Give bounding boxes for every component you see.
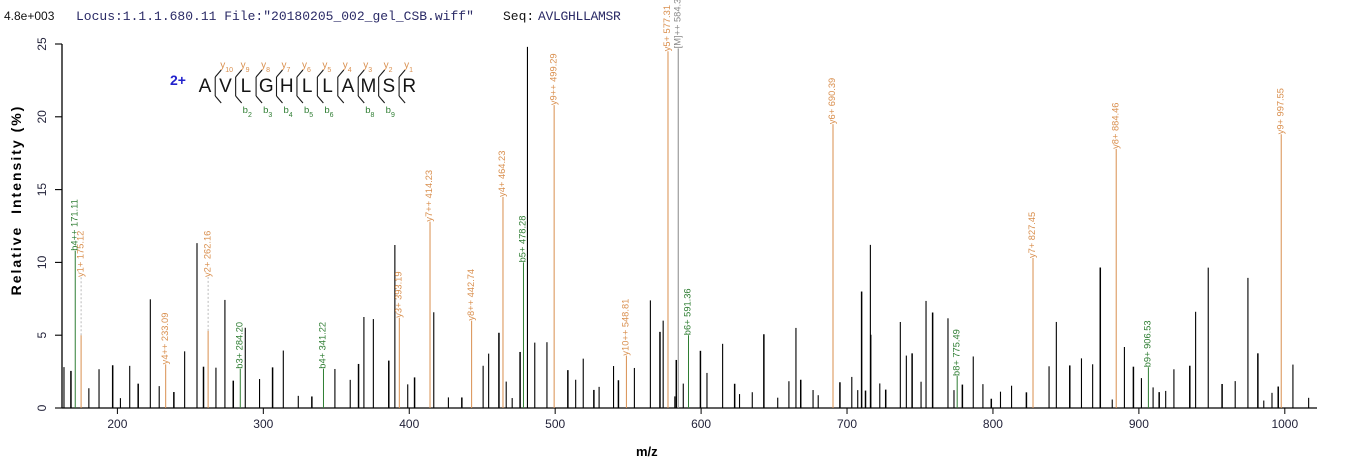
svg-text:10: 10 bbox=[35, 255, 49, 269]
svg-text:800: 800 bbox=[983, 417, 1003, 431]
svg-text:y7++ 414.23: y7++ 414.23 bbox=[424, 170, 434, 222]
svg-text:L: L bbox=[302, 76, 313, 97]
svg-text:y9++ 499.29: y9++ 499.29 bbox=[548, 53, 558, 105]
svg-text:G: G bbox=[259, 76, 274, 97]
svg-text:600: 600 bbox=[691, 417, 711, 431]
svg-text:20: 20 bbox=[35, 110, 49, 124]
svg-text:300: 300 bbox=[253, 417, 273, 431]
svg-text:y6+ 690.39: y6+ 690.39 bbox=[827, 78, 837, 124]
svg-text:y4+ 464.23: y4+ 464.23 bbox=[497, 151, 507, 197]
svg-text:y8+ 884.46: y8+ 884.46 bbox=[1110, 103, 1120, 149]
svg-text:L: L bbox=[241, 76, 252, 97]
svg-text:y8++ 442.74: y8++ 442.74 bbox=[466, 269, 476, 321]
svg-text:M: M bbox=[361, 76, 377, 97]
svg-text:S: S bbox=[383, 76, 396, 97]
svg-text:b4++ 171.11: b4++ 171.11 bbox=[69, 199, 79, 251]
svg-text:y10++ 548.81: y10++ 548.81 bbox=[621, 299, 631, 356]
svg-text:y9+ 997.55: y9+ 997.55 bbox=[1275, 88, 1285, 134]
svg-text:15: 15 bbox=[35, 183, 49, 197]
svg-text:[M]++ 584.33: [M]++ 584.33 bbox=[672, 0, 682, 48]
svg-text:500: 500 bbox=[545, 417, 565, 431]
svg-text:A: A bbox=[199, 76, 212, 97]
svg-text:b5+ 478.28: b5+ 478.28 bbox=[518, 216, 528, 263]
svg-text:y2+ 262.16: y2+ 262.16 bbox=[202, 231, 212, 277]
svg-text:0: 0 bbox=[35, 404, 49, 411]
svg-text:200: 200 bbox=[107, 417, 127, 431]
svg-text:H: H bbox=[280, 76, 294, 97]
svg-text:b4+ 341.22: b4+ 341.22 bbox=[318, 322, 328, 369]
svg-text:900: 900 bbox=[1129, 417, 1149, 431]
svg-text:L: L bbox=[322, 76, 333, 97]
svg-text:A: A bbox=[342, 76, 355, 97]
svg-text:b8+ 775.49: b8+ 775.49 bbox=[951, 329, 961, 376]
svg-text:b9+ 906.53: b9+ 906.53 bbox=[1143, 320, 1153, 367]
svg-text:y3+ 393.19: y3+ 393.19 bbox=[394, 271, 404, 317]
svg-text:b6+ 591.36: b6+ 591.36 bbox=[683, 288, 693, 335]
svg-text:400: 400 bbox=[399, 417, 419, 431]
svg-text:700: 700 bbox=[837, 417, 857, 431]
svg-text:1000: 1000 bbox=[1271, 417, 1298, 431]
svg-text:b3+ 284.20: b3+ 284.20 bbox=[234, 322, 244, 369]
svg-text:2+: 2+ bbox=[170, 72, 186, 88]
svg-text:R: R bbox=[402, 76, 416, 97]
svg-text:25: 25 bbox=[35, 37, 49, 51]
svg-text:y4++ 233.09: y4++ 233.09 bbox=[160, 313, 170, 365]
svg-text:y7+ 827.45: y7+ 827.45 bbox=[1027, 212, 1037, 258]
svg-text:V: V bbox=[219, 76, 232, 97]
svg-text:y5+ 577.31: y5+ 577.31 bbox=[662, 5, 672, 51]
svg-text:5: 5 bbox=[35, 332, 49, 339]
